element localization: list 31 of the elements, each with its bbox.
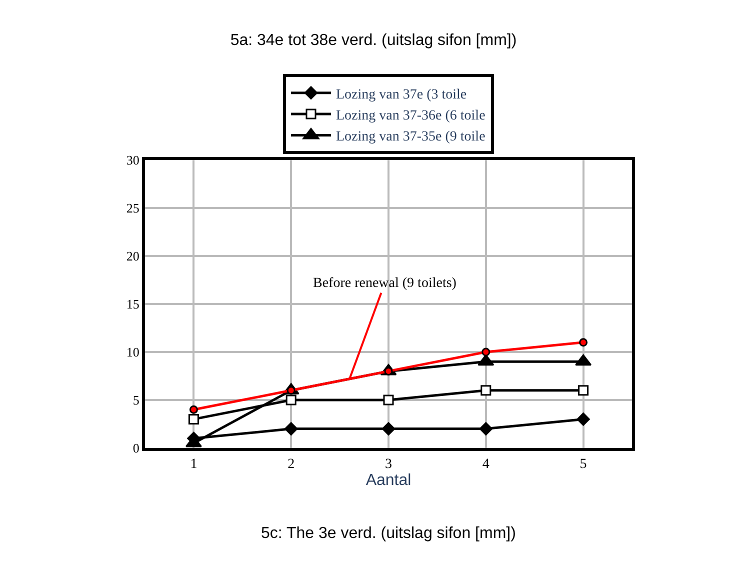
point [188,414,199,424]
x-tick-label: 4 [482,456,490,472]
point [382,422,396,436]
point [286,394,296,406]
y-tick-label: 5 [132,392,140,408]
x-tick-label: 3 [385,456,392,472]
y-tick-label: 25 [126,200,140,216]
chart-title: 5a: 34e tot 38e verd. (uitslag sifon [mm]) [230,32,517,49]
y-tick-label: 0 [132,440,140,456]
point [576,412,590,426]
y-tick-label: 30 [126,152,140,168]
point [479,422,492,436]
x-axis-title: Aantal [366,472,412,489]
legend-label: Lozing van 37e (3 toile [336,87,467,102]
point [284,422,298,436]
x-tick-label: 2 [288,456,295,472]
legend-label: Lozing van 37-35e (9 toile [336,130,486,145]
point [189,405,198,414]
legend-label: Lozing van 37-36e (6 toile [336,108,486,124]
point [579,338,588,347]
point [578,385,589,396]
x-tick-label: 5 [580,456,587,472]
y-tick-label: 15 [126,296,140,312]
annotation: Before renewal (9 toilets) [313,276,457,291]
text: 5c: The 3e verd. (uitslag sifon [mm]) [261,525,516,542]
point [383,394,394,406]
y-tick-label: 20 [126,248,140,264]
point [480,385,492,396]
y-tick-label: 10 [126,344,140,360]
x-tick-label: 1 [190,456,198,472]
point [482,348,490,356]
